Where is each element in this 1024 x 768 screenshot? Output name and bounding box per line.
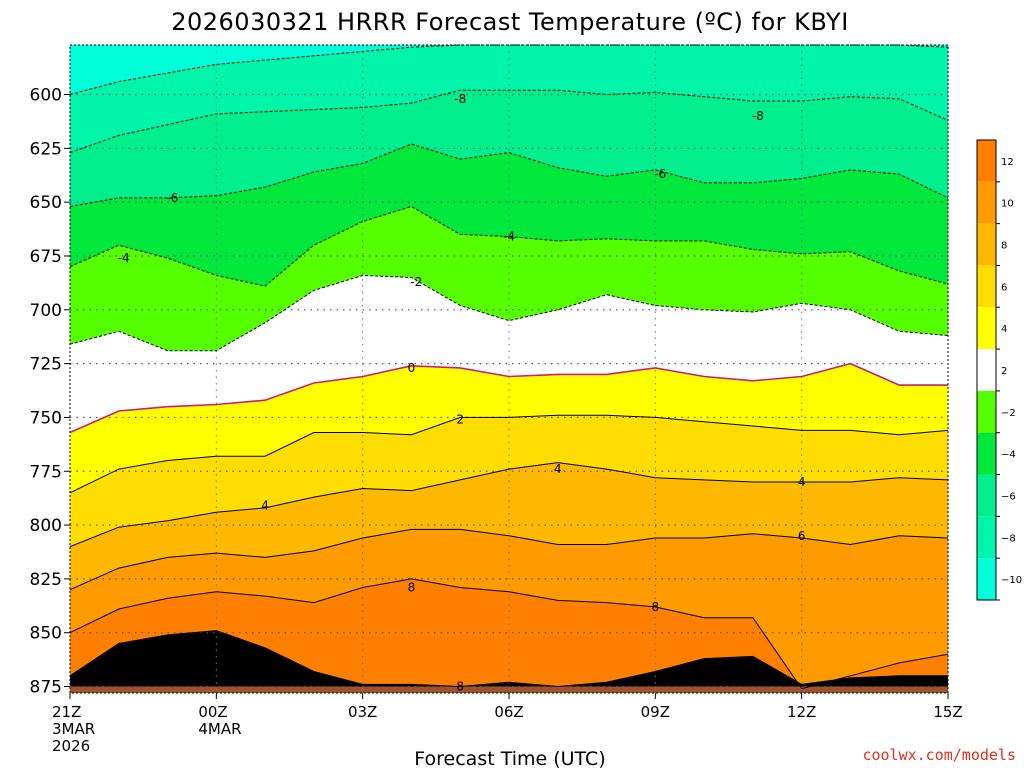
y-tick-label-800: 800 [30, 516, 62, 536]
source-credit: coolwx.com/models [862, 746, 1016, 764]
x-tick-label-9-0: 06Z [494, 703, 523, 721]
contour-label-14: 8 [652, 600, 660, 614]
colorbar-swatch-1 [977, 181, 996, 224]
contour-label-5: -4 [503, 230, 515, 244]
colorbar-swatch-0 [977, 140, 996, 182]
gridlines [70, 45, 948, 693]
colorbar-swatch-6 [977, 390, 996, 433]
y-tick-label-825: 825 [30, 570, 62, 590]
colorbar-swatch-9 [977, 516, 996, 559]
isotherm-10 [69, 630, 948, 688]
x-tick-label-3-1: 4MAR [198, 720, 241, 738]
y-tick-label-850: 850 [30, 624, 62, 644]
contour-label-4: -4 [118, 251, 130, 265]
x-tick-label-6-0: 03Z [348, 703, 377, 721]
contour-label-3: -6 [654, 167, 666, 181]
isotherm--4 [69, 205, 949, 287]
isotherm-4 [69, 462, 949, 548]
colorbar-label-0: 12 [1001, 157, 1014, 168]
y-axis-ticks: 600 625 650 675 700 725 750 775 800 825 850 875 [30, 86, 70, 698]
isotherm-6 [69, 528, 949, 591]
y-tick-label-675: 675 [30, 247, 62, 267]
contour-label-15: 8 [456, 680, 464, 694]
contour-label-0: -8 [454, 92, 466, 106]
isotherm-contours [69, 44, 949, 690]
y-tick-label-650: 650 [30, 193, 62, 213]
x-tick-label-12-0: 09Z [641, 703, 670, 721]
x-tick-label-18-0: 15Z [933, 703, 962, 721]
colorbar-label-3: 6 [1001, 282, 1007, 293]
colorbar-swatch-4 [977, 307, 996, 350]
colorbar-label-6: −2 [1001, 408, 1016, 419]
y-tick-label-750: 750 [30, 408, 62, 428]
colorbar-legend: 12 10 8 6 4 2 −2 −4 −6 −8 −10 [976, 139, 1022, 601]
chart-title: 2026030321 HRRR Forecast Temperature (ºC… [171, 8, 849, 36]
x-tick-label-0-1: 3MAR [52, 720, 95, 738]
isotherm--2 [69, 274, 949, 352]
colorbar-swatch-8 [977, 474, 996, 517]
contour-label-6: -2 [410, 275, 422, 289]
contour-label-2: -6 [166, 191, 178, 205]
x-tick-label-3-0: 00Z [198, 703, 227, 721]
colorbar-label-4: 4 [1001, 324, 1007, 335]
y-tick-label-700: 700 [30, 301, 62, 321]
colorbar-label-9: −8 [1001, 533, 1016, 544]
colorbar-label-10: −10 [1001, 575, 1022, 586]
x-tick-label-0-2: 2026 [52, 737, 90, 755]
isotherm--6 [69, 143, 949, 207]
isotherm-0 [69, 362, 948, 434]
contour-label-8: 2 [456, 413, 464, 427]
colorbar-swatch-5 [977, 349, 996, 391]
contour-label-11: 4 [798, 475, 806, 489]
contour-label-13: 8 [408, 581, 416, 595]
contour-label-10: 4 [554, 462, 562, 476]
x-tick-label-0-0: 21Z [52, 703, 81, 721]
y-tick-label-625: 625 [30, 139, 62, 159]
isotherm-8 [69, 578, 949, 690]
x-axis-label: Forecast Time (UTC) [414, 748, 605, 768]
y-tick-label-875: 875 [30, 678, 62, 698]
band-fill-above-10 [70, 630, 948, 693]
isotherm--8 [69, 89, 949, 154]
isotherm-2 [69, 414, 949, 494]
contour-labels: -8 -8 -6 -6 -4 -4 -2 0 2 4 4 4 6 8 8 8 [118, 92, 806, 694]
colorbar-swatch-10 [977, 558, 996, 600]
colorbar-label-2: 8 [1001, 241, 1007, 252]
y-tick-label-725: 725 [30, 355, 62, 375]
colorbar-label-5: 2 [1001, 366, 1007, 377]
colorbar-label-7: −4 [1001, 450, 1016, 461]
contour-label-9: 4 [261, 499, 269, 513]
colorbar-label-1: 10 [1001, 199, 1014, 210]
colorbar-swatch-3 [977, 265, 996, 308]
colorbar-swatch-7 [977, 432, 996, 475]
y-tick-label-775: 775 [30, 462, 62, 482]
colorbar-label-8: −6 [1001, 491, 1016, 502]
contour-label-7: 0 [408, 361, 416, 375]
y-tick-label-600: 600 [30, 86, 62, 106]
contour-label-1: -8 [752, 109, 764, 123]
x-tick-label-15-0: 12Z [787, 703, 816, 721]
contour-label-12: 6 [798, 529, 806, 543]
temperature-fill-layer [70, 45, 948, 693]
isotherm--10 [69, 44, 949, 95]
colorbar-swatch-2 [977, 223, 996, 266]
colorbar-border [976, 139, 997, 601]
